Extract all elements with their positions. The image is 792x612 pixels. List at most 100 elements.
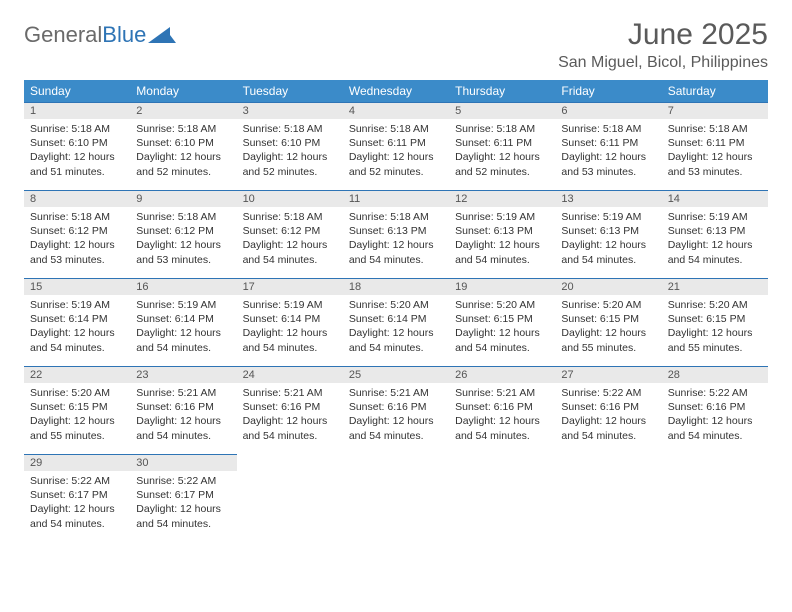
calendar-day-cell: . (449, 454, 555, 544)
sunrise-text: Sunrise: 5:18 AM (30, 210, 124, 224)
calendar-day-cell: . (343, 454, 449, 544)
daylight-text: Daylight: 12 hours and 54 minutes. (349, 414, 443, 442)
day-body: Sunrise: 5:22 AMSunset: 6:17 PMDaylight:… (24, 471, 130, 537)
sunrise-text: Sunrise: 5:18 AM (349, 122, 443, 136)
day-number: 9 (130, 190, 236, 207)
day-body: Sunrise: 5:18 AMSunset: 6:11 PMDaylight:… (662, 119, 768, 185)
sunset-text: Sunset: 6:11 PM (668, 136, 762, 150)
day-number: 8 (24, 190, 130, 207)
calendar-day-cell: 6Sunrise: 5:18 AMSunset: 6:11 PMDaylight… (555, 102, 661, 190)
day-header-row: Sunday Monday Tuesday Wednesday Thursday… (24, 80, 768, 102)
calendar-day-cell: 21Sunrise: 5:20 AMSunset: 6:15 PMDayligh… (662, 278, 768, 366)
day-number: 14 (662, 190, 768, 207)
day-body: Sunrise: 5:19 AMSunset: 6:14 PMDaylight:… (24, 295, 130, 361)
day-number: 23 (130, 366, 236, 383)
sunrise-text: Sunrise: 5:18 AM (243, 210, 337, 224)
calendar-day-cell: 2Sunrise: 5:18 AMSunset: 6:10 PMDaylight… (130, 102, 236, 190)
title-block: June 2025 San Miguel, Bicol, Philippines (558, 18, 768, 72)
day-body: Sunrise: 5:20 AMSunset: 6:15 PMDaylight:… (24, 383, 130, 449)
sunset-text: Sunset: 6:16 PM (349, 400, 443, 414)
sunset-text: Sunset: 6:14 PM (136, 312, 230, 326)
calendar-day-cell: . (555, 454, 661, 544)
daylight-text: Daylight: 12 hours and 53 minutes. (30, 238, 124, 266)
calendar-day-cell: 13Sunrise: 5:19 AMSunset: 6:13 PMDayligh… (555, 190, 661, 278)
daylight-text: Daylight: 12 hours and 54 minutes. (30, 502, 124, 530)
sunrise-text: Sunrise: 5:21 AM (136, 386, 230, 400)
day-header: Monday (130, 80, 236, 102)
day-body: Sunrise: 5:18 AMSunset: 6:12 PMDaylight:… (237, 207, 343, 273)
daylight-text: Daylight: 12 hours and 54 minutes. (455, 326, 549, 354)
day-number: 26 (449, 366, 555, 383)
sunset-text: Sunset: 6:15 PM (668, 312, 762, 326)
day-number: 25 (343, 366, 449, 383)
day-number: 22 (24, 366, 130, 383)
sunrise-text: Sunrise: 5:18 AM (243, 122, 337, 136)
sunset-text: Sunset: 6:15 PM (561, 312, 655, 326)
day-header: Wednesday (343, 80, 449, 102)
logo-text-blue: Blue (102, 22, 146, 47)
day-number: 3 (237, 102, 343, 119)
day-body: Sunrise: 5:21 AMSunset: 6:16 PMDaylight:… (237, 383, 343, 449)
calendar-table: Sunday Monday Tuesday Wednesday Thursday… (24, 80, 768, 544)
day-header: Friday (555, 80, 661, 102)
sunset-text: Sunset: 6:17 PM (30, 488, 124, 502)
calendar-day-cell: . (237, 454, 343, 544)
calendar-day-cell: 27Sunrise: 5:22 AMSunset: 6:16 PMDayligh… (555, 366, 661, 454)
day-body: Sunrise: 5:18 AMSunset: 6:10 PMDaylight:… (24, 119, 130, 185)
day-number: 11 (343, 190, 449, 207)
sunrise-text: Sunrise: 5:21 AM (349, 386, 443, 400)
sunset-text: Sunset: 6:12 PM (30, 224, 124, 238)
calendar-day-cell: 29Sunrise: 5:22 AMSunset: 6:17 PMDayligh… (24, 454, 130, 544)
calendar-day-cell: 18Sunrise: 5:20 AMSunset: 6:14 PMDayligh… (343, 278, 449, 366)
sunset-text: Sunset: 6:11 PM (455, 136, 549, 150)
sunrise-text: Sunrise: 5:21 AM (243, 386, 337, 400)
sunset-text: Sunset: 6:13 PM (668, 224, 762, 238)
sunset-text: Sunset: 6:13 PM (455, 224, 549, 238)
calendar-day-cell: 16Sunrise: 5:19 AMSunset: 6:14 PMDayligh… (130, 278, 236, 366)
daylight-text: Daylight: 12 hours and 52 minutes. (349, 150, 443, 178)
day-header: Tuesday (237, 80, 343, 102)
sunset-text: Sunset: 6:15 PM (455, 312, 549, 326)
sunrise-text: Sunrise: 5:20 AM (561, 298, 655, 312)
day-body: Sunrise: 5:18 AMSunset: 6:12 PMDaylight:… (130, 207, 236, 273)
day-body: Sunrise: 5:19 AMSunset: 6:14 PMDaylight:… (237, 295, 343, 361)
logo-triangle-icon (148, 25, 176, 45)
calendar-day-cell: 28Sunrise: 5:22 AMSunset: 6:16 PMDayligh… (662, 366, 768, 454)
day-body: Sunrise: 5:18 AMSunset: 6:11 PMDaylight:… (449, 119, 555, 185)
calendar-day-cell: 4Sunrise: 5:18 AMSunset: 6:11 PMDaylight… (343, 102, 449, 190)
sunrise-text: Sunrise: 5:18 AM (136, 210, 230, 224)
calendar-day-cell: 11Sunrise: 5:18 AMSunset: 6:13 PMDayligh… (343, 190, 449, 278)
sunset-text: Sunset: 6:13 PM (349, 224, 443, 238)
day-body: Sunrise: 5:18 AMSunset: 6:11 PMDaylight:… (555, 119, 661, 185)
daylight-text: Daylight: 12 hours and 54 minutes. (136, 502, 230, 530)
sunset-text: Sunset: 6:13 PM (561, 224, 655, 238)
calendar-day-cell: 7Sunrise: 5:18 AMSunset: 6:11 PMDaylight… (662, 102, 768, 190)
calendar-week-row: 8Sunrise: 5:18 AMSunset: 6:12 PMDaylight… (24, 190, 768, 278)
day-body: Sunrise: 5:20 AMSunset: 6:14 PMDaylight:… (343, 295, 449, 361)
calendar-day-cell: 9Sunrise: 5:18 AMSunset: 6:12 PMDaylight… (130, 190, 236, 278)
calendar-day-cell: . (662, 454, 768, 544)
day-body: Sunrise: 5:22 AMSunset: 6:17 PMDaylight:… (130, 471, 236, 537)
calendar-day-cell: 17Sunrise: 5:19 AMSunset: 6:14 PMDayligh… (237, 278, 343, 366)
calendar-day-cell: 10Sunrise: 5:18 AMSunset: 6:12 PMDayligh… (237, 190, 343, 278)
day-number: 18 (343, 278, 449, 295)
day-header: Thursday (449, 80, 555, 102)
sunrise-text: Sunrise: 5:18 AM (668, 122, 762, 136)
calendar-day-cell: 12Sunrise: 5:19 AMSunset: 6:13 PMDayligh… (449, 190, 555, 278)
daylight-text: Daylight: 12 hours and 55 minutes. (561, 326, 655, 354)
day-number: 24 (237, 366, 343, 383)
daylight-text: Daylight: 12 hours and 54 minutes. (136, 326, 230, 354)
daylight-text: Daylight: 12 hours and 54 minutes. (668, 238, 762, 266)
calendar-day-cell: 23Sunrise: 5:21 AMSunset: 6:16 PMDayligh… (130, 366, 236, 454)
day-number: 16 (130, 278, 236, 295)
sunrise-text: Sunrise: 5:22 AM (136, 474, 230, 488)
calendar-day-cell: 19Sunrise: 5:20 AMSunset: 6:15 PMDayligh… (449, 278, 555, 366)
day-body: Sunrise: 5:21 AMSunset: 6:16 PMDaylight:… (449, 383, 555, 449)
sunset-text: Sunset: 6:16 PM (136, 400, 230, 414)
sunrise-text: Sunrise: 5:18 AM (349, 210, 443, 224)
sunrise-text: Sunrise: 5:18 AM (455, 122, 549, 136)
sunset-text: Sunset: 6:14 PM (243, 312, 337, 326)
daylight-text: Daylight: 12 hours and 55 minutes. (668, 326, 762, 354)
sunset-text: Sunset: 6:12 PM (136, 224, 230, 238)
day-number: 15 (24, 278, 130, 295)
